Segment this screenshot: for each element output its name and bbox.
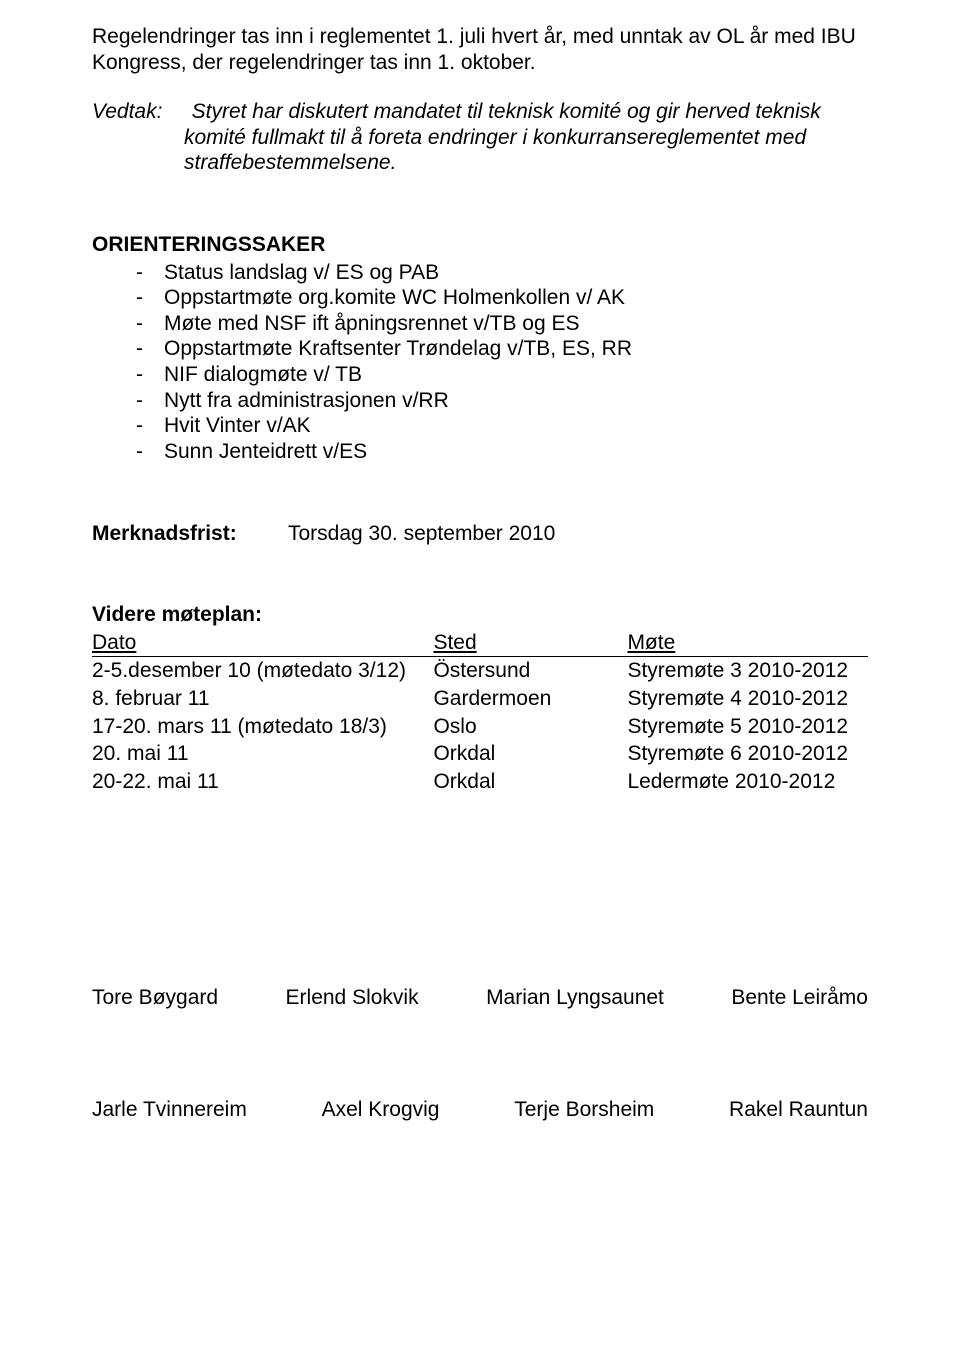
table-header-row: Dato Sted Møte: [92, 630, 868, 657]
signature-name: Bente Leiråmo: [731, 985, 868, 1011]
cell-sted: Orkdal: [433, 768, 627, 796]
moteplan-table: Dato Sted Møte 2-5.desember 10 (møtedato…: [92, 630, 868, 796]
orienteringssaker-list: Status landslag v/ ES og PAB Oppstartmøt…: [92, 260, 868, 465]
table-row: 20-22. mai 11 Orkdal Ledermøte 2010-2012: [92, 768, 868, 796]
vedtak-label: Vedtak:: [92, 100, 162, 123]
list-item: Oppstartmøte org.komite WC Holmenkollen …: [92, 285, 868, 311]
cell-dato: 17-20. mars 11 (møtedato 18/3): [92, 713, 433, 741]
signature-row-2: Jarle Tvinnereim Axel Krogvig Terje Bors…: [92, 1097, 868, 1123]
merknadsfrist-label: Merknadsfrist:: [92, 521, 288, 547]
cell-mote: Styremøte 3 2010-2012: [627, 657, 868, 685]
signature-name: Jarle Tvinnereim: [92, 1097, 247, 1123]
signature-name: Erlend Slokvik: [286, 985, 419, 1011]
cell-mote: Styremøte 6 2010-2012: [627, 740, 868, 768]
list-item: Nytt fra administrasjonen v/RR: [92, 388, 868, 414]
vedtak-text: Styret har diskutert mandatet til teknis…: [184, 100, 821, 174]
moteplan-heading: Videre møteplan:: [92, 602, 868, 628]
merknadsfrist-value: Torsdag 30. september 2010: [288, 521, 555, 547]
cell-mote: Ledermøte 2010-2012: [627, 768, 868, 796]
signature-name: Rakel Rauntun: [729, 1097, 868, 1123]
cell-dato: 20-22. mai 11: [92, 768, 433, 796]
cell-sted: Oslo: [433, 713, 627, 741]
cell-dato: 8. februar 11: [92, 685, 433, 713]
vedtak-paragraph: Vedtak: Styret har diskutert mandatet ti…: [92, 99, 868, 176]
list-item: Møte med NSF ift åpningsrennet v/TB og E…: [92, 311, 868, 337]
cell-sted: Orkdal: [433, 740, 627, 768]
signature-name: Marian Lyngsaunet: [486, 985, 664, 1011]
table-row: 20. mai 11 Orkdal Styremøte 6 2010-2012: [92, 740, 868, 768]
signature-name: Tore Bøygard: [92, 985, 218, 1011]
list-item: Status landslag v/ ES og PAB: [92, 260, 868, 286]
table-row: 2-5.desember 10 (møtedato 3/12) Östersun…: [92, 657, 868, 685]
cell-dato: 20. mai 11: [92, 740, 433, 768]
merknadsfrist-row: Merknadsfrist: Torsdag 30. september 201…: [92, 521, 868, 547]
intro-paragraph: Regelendringer tas inn i reglementet 1. …: [92, 24, 868, 75]
cell-sted: Östersund: [433, 657, 627, 685]
cell-mote: Styremøte 4 2010-2012: [627, 685, 868, 713]
col-dato: Dato: [92, 630, 433, 657]
signatures-block: Tore Bøygard Erlend Slokvik Marian Lyngs…: [92, 985, 868, 1122]
table-row: 17-20. mars 11 (møtedato 18/3) Oslo Styr…: [92, 713, 868, 741]
signature-row-1: Tore Bøygard Erlend Slokvik Marian Lyngs…: [92, 985, 868, 1011]
cell-mote: Styremøte 5 2010-2012: [627, 713, 868, 741]
cell-sted: Gardermoen: [433, 685, 627, 713]
signature-name: Terje Borsheim: [514, 1097, 654, 1123]
list-item: Sunn Jenteidrett v/ES: [92, 439, 868, 465]
list-item: NIF dialogmøte v/ TB: [92, 362, 868, 388]
table-row: 8. februar 11 Gardermoen Styremøte 4 201…: [92, 685, 868, 713]
signature-name: Axel Krogvig: [322, 1097, 440, 1123]
cell-dato: 2-5.desember 10 (møtedato 3/12): [92, 657, 433, 685]
col-mote: Møte: [627, 630, 868, 657]
list-item: Oppstartmøte Kraftsenter Trøndelag v/TB,…: [92, 336, 868, 362]
orienteringssaker-heading: ORIENTERINGSSAKER: [92, 232, 868, 258]
col-sted: Sted: [433, 630, 627, 657]
list-item: Hvit Vinter v/AK: [92, 413, 868, 439]
